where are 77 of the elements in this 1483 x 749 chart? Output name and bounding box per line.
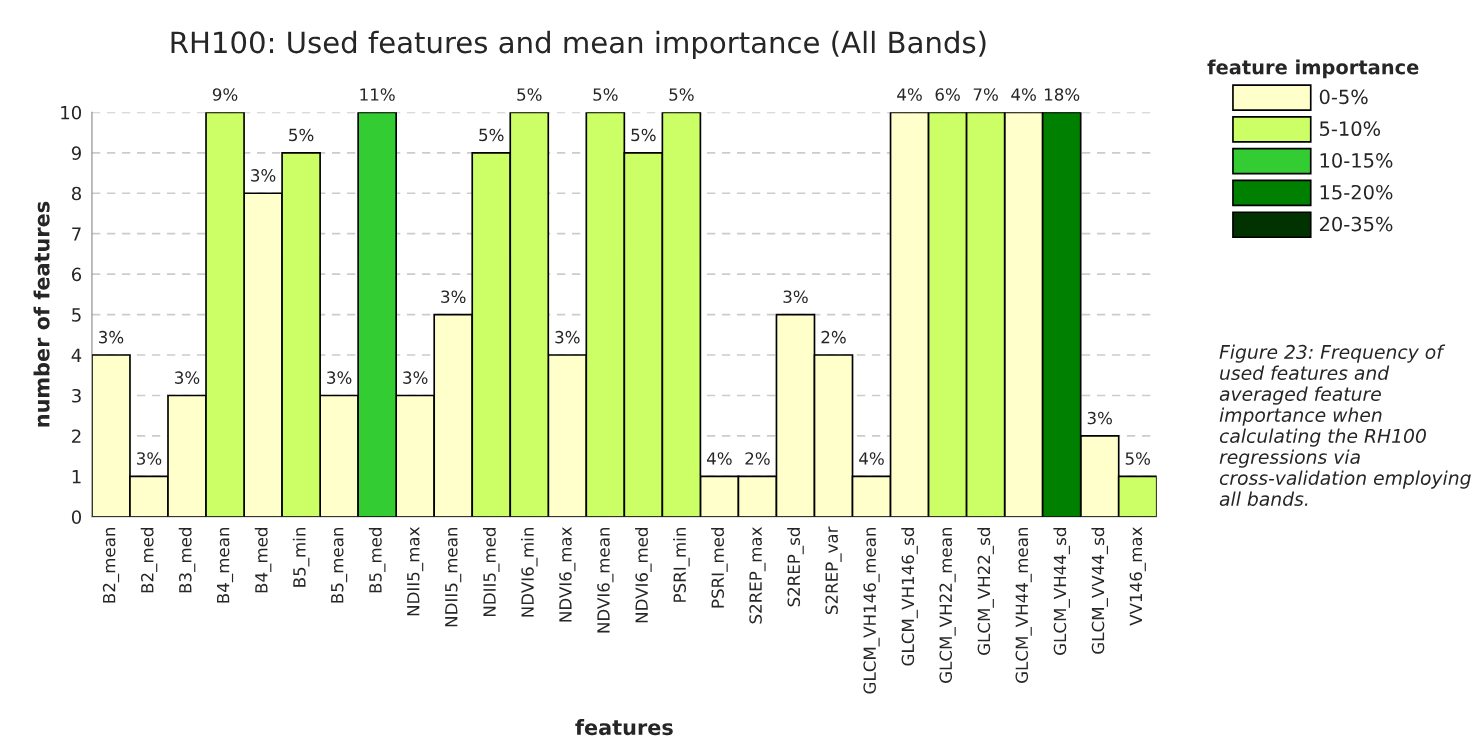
annotation: 4% [859,452,884,465]
x-tick-label: B5_mean [331,527,348,603]
y-axis-title: number of features [33,201,50,427]
x-tick-label: NDII5_mean [445,527,462,627]
x-tick-label: B4_mean [217,527,234,603]
y-tick-label: 7 [72,227,81,241]
annotation: 3% [441,290,466,304]
annotation: 5% [479,128,504,142]
legend-title: feature importance [1207,59,1419,79]
y-tick-label: 10 [61,105,82,120]
annotation: 11% [360,88,395,101]
x-tick-label: PSRI_min [673,527,690,602]
annotation: 5% [593,88,618,101]
annotation: 5% [631,128,656,142]
annotation: 3% [175,371,200,384]
annotation: 3% [1087,411,1112,425]
annotation: 5% [517,88,542,101]
annotation: 6% [935,88,960,101]
legend-label: 10-15% [1320,153,1393,168]
x-tick-label: B5_med [368,528,386,593]
annotation: 5% [1125,452,1151,465]
x-tick-label: B4_med [254,528,272,593]
annotation: 2% [821,330,846,344]
annotation: 3% [251,169,276,182]
legend-label: 15-20% [1320,184,1393,200]
annotation: 3% [99,330,124,344]
x-tick-label: VV146_max [1129,527,1146,626]
annotation: 2% [745,452,770,465]
annotation: 9% [212,88,238,101]
x-tick-label: PSRI_med [711,528,728,608]
x-tick-label: GLCM_VH146_mean [863,527,880,694]
x-tick-label: NDVI6_mean [597,527,614,633]
x-tick-label: B2_mean [102,527,120,603]
x-tick-label: S2REP_var [825,526,842,615]
x-tick-label: NDII5_med [482,528,500,617]
x-tick-label: S2REP_max [749,527,766,624]
x-tick-label: NDVI6_max [559,527,576,622]
annotation: 5% [669,88,694,101]
y-tick-label: 4 [71,348,82,362]
annotation: 3% [783,290,808,304]
annotation: 7% [973,88,998,101]
x-tick-label: S2REP_sd [787,528,804,607]
x-tick-label: GLCM_VH22_sd [977,528,994,655]
x-axis-title: features [575,719,673,736]
annotation: 18% [1044,88,1080,101]
x-tick-label: GLCM_VH22_mean [939,527,956,683]
y-tick-label: 3 [72,388,81,403]
caption: Figure 23: Frequency of used features and averaged feature importance when calculating the RH100 regressions via cross-validation employing all bands. [1219,344,1471,507]
legend-label: 5-10% [1320,121,1381,137]
annotation: 3% [137,452,162,465]
x-tick-label: GLCM_VV44_sd [1091,528,1108,654]
annotation: 5% [289,128,314,142]
legend-label: 0-5% [1319,89,1368,105]
y-tick-label: 9 [71,146,81,160]
y-tick-label: 1 [72,470,81,484]
y-tick-label: 5 [72,308,81,322]
annotation: 4% [707,452,732,465]
x-tick-label: NDII5_max [407,527,424,616]
x-tick-label: NDVI6_med [635,528,652,623]
x-tick-label: GLCM_VH146_sd [901,528,918,666]
y-tick-label: 2 [72,429,81,443]
x-tick-label: B2_med [140,528,158,593]
annotation: 4% [1011,88,1036,101]
annotation: 3% [555,330,580,344]
y-tick-label: 6 [72,267,82,282]
annotation: 3% [327,371,352,384]
x-tick-label: GLCM_VH44_sd [1053,528,1070,655]
y-tick-label: 8 [71,186,81,201]
x-tick-label: NDVI6_min [520,527,538,617]
x-tick-label: B3_med [178,528,196,593]
x-tick-label: B5_min [292,527,310,587]
y-tick-label: 0 [71,510,82,524]
x-tick-label: GLCM_VH44_mean [1015,527,1032,683]
chart-title: RH100: Used features and mean importance (All Bands) [171,30,986,60]
annotation: 3% [403,371,428,384]
legend-label: 20-35% [1319,216,1393,232]
annotation: 4% [897,88,922,101]
